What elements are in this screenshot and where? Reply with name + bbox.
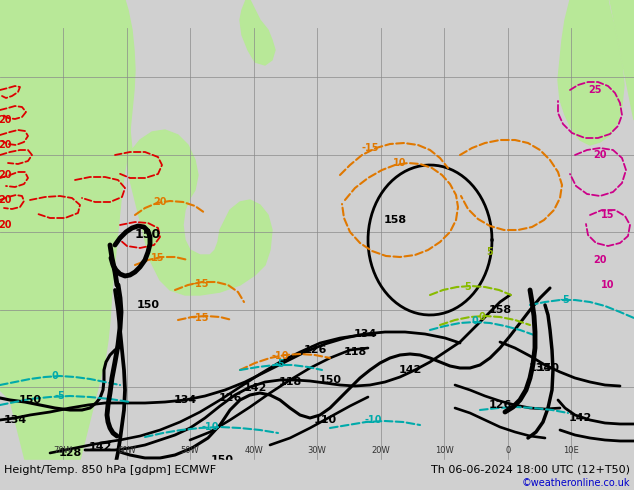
Text: 142: 142 <box>243 383 267 393</box>
Text: 158: 158 <box>488 305 512 315</box>
Text: ©weatheronline.co.uk: ©weatheronline.co.uk <box>522 478 630 488</box>
Polygon shape <box>610 0 634 120</box>
Text: 30W: 30W <box>307 446 327 455</box>
Text: 40W: 40W <box>245 446 263 455</box>
Text: 150: 150 <box>18 395 41 405</box>
Text: 134: 134 <box>528 363 552 373</box>
Text: 134: 134 <box>3 415 27 425</box>
Text: 150: 150 <box>318 375 342 385</box>
Text: 20W: 20W <box>372 446 391 455</box>
Text: 134: 134 <box>173 395 197 405</box>
Text: 15: 15 <box>601 210 615 220</box>
Text: -10: -10 <box>271 351 288 361</box>
Text: 118: 118 <box>344 347 366 357</box>
Text: 5: 5 <box>465 282 471 292</box>
Text: 20: 20 <box>0 140 12 150</box>
Text: 10: 10 <box>601 280 615 290</box>
Text: 0: 0 <box>479 312 486 322</box>
Text: -5: -5 <box>560 295 571 305</box>
Text: 50W: 50W <box>181 446 199 455</box>
Text: 150: 150 <box>136 300 160 310</box>
Text: 142: 142 <box>398 365 422 375</box>
Text: 126: 126 <box>488 400 512 410</box>
Text: -15: -15 <box>191 279 209 289</box>
Text: -5: -5 <box>275 359 285 369</box>
Text: 0: 0 <box>505 446 510 455</box>
Text: 20: 20 <box>153 197 167 207</box>
Text: -10: -10 <box>201 422 219 432</box>
Text: 5: 5 <box>487 247 493 257</box>
Text: 150: 150 <box>536 363 559 373</box>
Text: 25: 25 <box>588 85 602 95</box>
Text: 20: 20 <box>0 170 12 180</box>
Bar <box>0 460 634 490</box>
Text: 158: 158 <box>384 215 406 225</box>
Text: 70W: 70W <box>53 446 72 455</box>
Polygon shape <box>0 0 135 490</box>
Text: 0: 0 <box>51 371 58 381</box>
Text: 126: 126 <box>303 345 327 355</box>
Text: 20: 20 <box>593 255 607 265</box>
Polygon shape <box>558 0 624 145</box>
Text: 0: 0 <box>472 316 479 326</box>
Text: -15: -15 <box>361 143 378 153</box>
Text: 150: 150 <box>210 455 233 465</box>
Text: 10W: 10W <box>435 446 453 455</box>
Polygon shape <box>240 0 275 65</box>
Text: 10E: 10E <box>563 446 579 455</box>
Text: 126: 126 <box>218 393 242 403</box>
Text: 110: 110 <box>313 415 337 425</box>
Text: 15: 15 <box>152 253 165 263</box>
Text: 20: 20 <box>0 220 12 230</box>
Text: 20: 20 <box>0 195 12 205</box>
Text: 150: 150 <box>135 228 161 242</box>
Text: 118: 118 <box>278 377 302 387</box>
Polygon shape <box>90 0 272 295</box>
Text: 20: 20 <box>0 115 12 125</box>
Text: 142: 142 <box>568 413 592 423</box>
Text: -5: -5 <box>55 391 65 401</box>
Text: 134: 134 <box>353 329 377 339</box>
Text: Th 06-06-2024 18:00 UTC (12+T50): Th 06-06-2024 18:00 UTC (12+T50) <box>431 465 630 475</box>
Text: -10: -10 <box>365 415 382 425</box>
Text: Height/Temp. 850 hPa [gdpm] ECMWF: Height/Temp. 850 hPa [gdpm] ECMWF <box>4 465 216 475</box>
Text: 20: 20 <box>593 150 607 160</box>
Text: 10: 10 <box>393 158 407 168</box>
Text: -15: -15 <box>191 313 209 323</box>
Text: 142: 142 <box>88 442 112 452</box>
Text: 60W: 60W <box>117 446 136 455</box>
Text: 128: 128 <box>58 448 82 458</box>
